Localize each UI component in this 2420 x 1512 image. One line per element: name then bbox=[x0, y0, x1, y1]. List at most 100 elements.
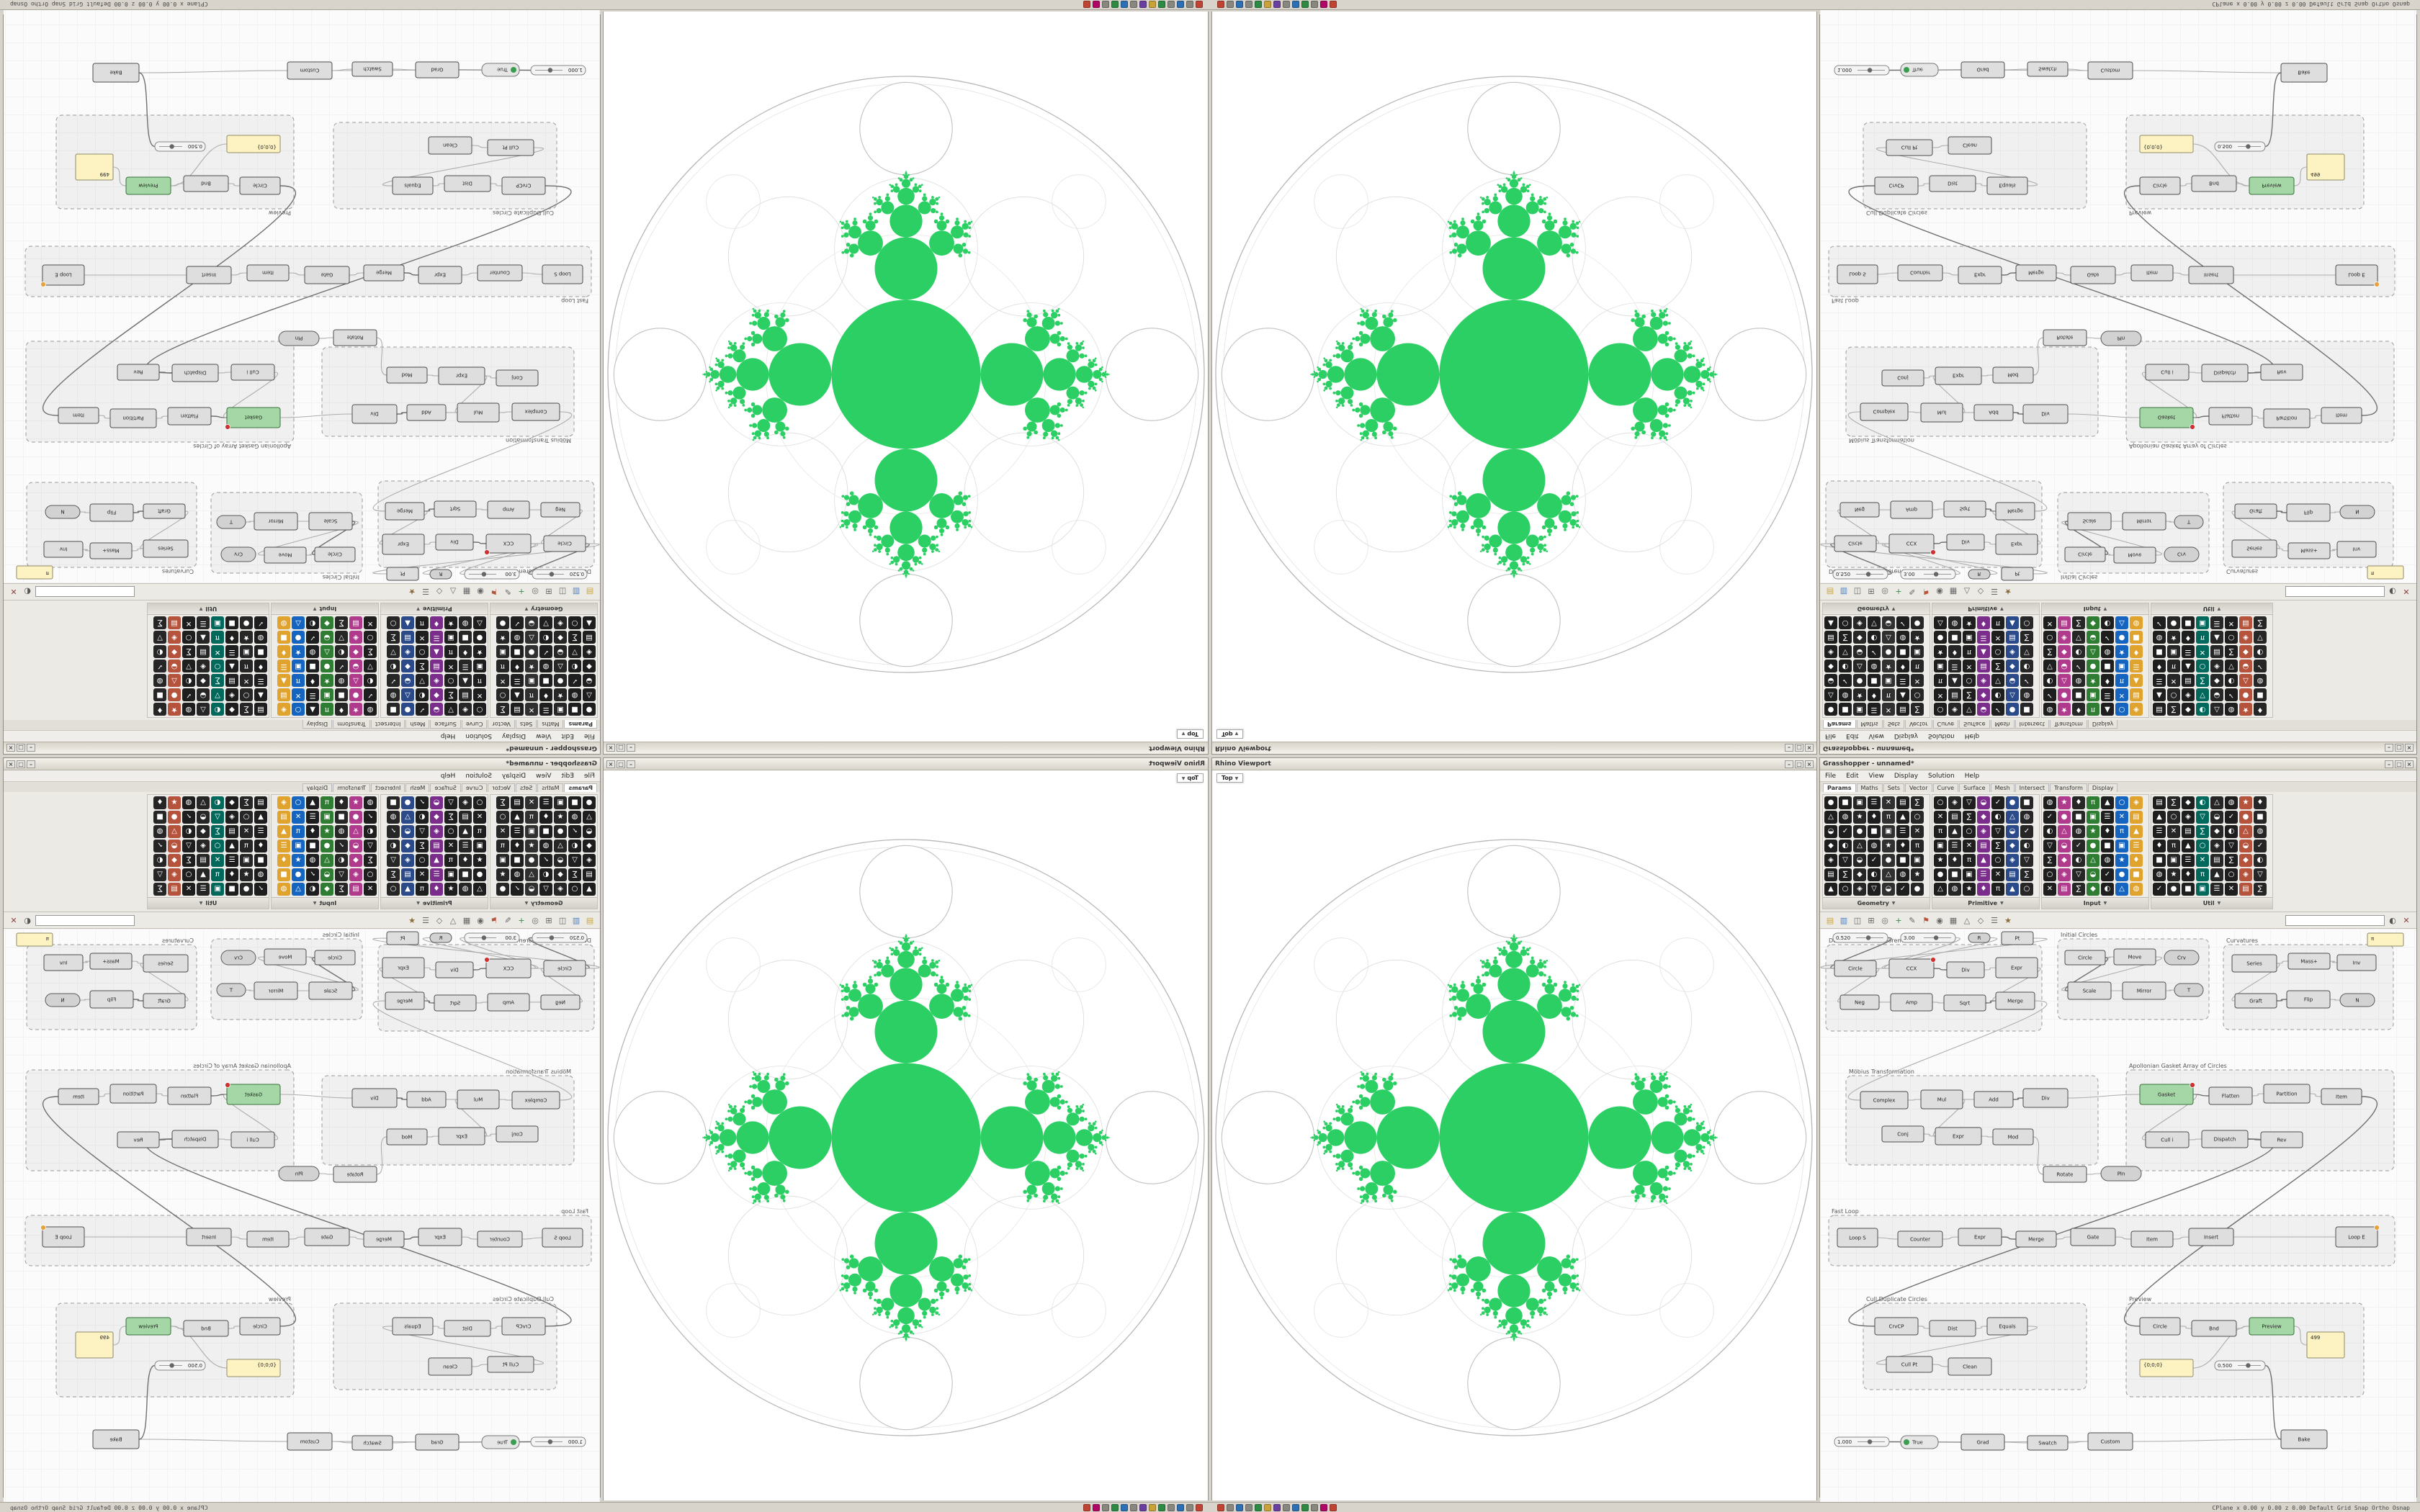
toolbar-icon-4[interactable]: ◎ bbox=[1881, 587, 1888, 597]
component-icon[interactable]: ★ bbox=[1882, 660, 1895, 672]
component-icon[interactable]: ✕ bbox=[364, 883, 377, 896]
component-icon[interactable]: ○ bbox=[2225, 631, 2238, 644]
chevron-down-icon[interactable]: ▼ bbox=[2103, 606, 2107, 611]
component-icon[interactable]: ▽ bbox=[335, 631, 348, 644]
component-icon[interactable]: ▲ bbox=[2101, 796, 2114, 809]
gh-component-slider[interactable]: 0.500 bbox=[154, 1360, 206, 1371]
gh-component-slider[interactable]: 1.000 bbox=[1834, 1436, 1890, 1447]
component-icon[interactable]: ♦ bbox=[1868, 811, 1881, 824]
component-icon[interactable]: ◒ bbox=[430, 703, 443, 716]
tab-curve[interactable]: Curve bbox=[461, 783, 488, 792]
gh-component-comp[interactable]: Dispatch bbox=[171, 1130, 219, 1148]
slider-knob[interactable] bbox=[1867, 1439, 1873, 1444]
component-icon[interactable]: ☰ bbox=[254, 674, 267, 687]
component-icon[interactable]: ☰ bbox=[430, 868, 443, 881]
gh-component-slider[interactable]: 3.00 bbox=[464, 569, 520, 580]
gh-component-comp[interactable]: Flatten bbox=[2208, 407, 2253, 426]
component-icon[interactable]: ○ bbox=[211, 660, 224, 672]
component-icon[interactable]: ○ bbox=[387, 883, 400, 896]
component-icon[interactable]: ◆ bbox=[554, 868, 567, 881]
component-icon[interactable]: π bbox=[444, 854, 457, 867]
component-icon[interactable]: ◒ bbox=[525, 883, 538, 896]
component-icon[interactable]: ✓ bbox=[1839, 674, 1852, 687]
component-icon[interactable]: ✕ bbox=[364, 616, 377, 629]
gh-component-comp[interactable]: Sqrt bbox=[434, 994, 477, 1012]
component-icon[interactable]: ◈ bbox=[1977, 674, 1990, 687]
gh-component-param[interactable]: Crv bbox=[2164, 950, 2200, 966]
component-icon[interactable]: ■ bbox=[568, 703, 581, 716]
component-icon[interactable]: ▲ bbox=[197, 631, 210, 644]
gh-component-comp[interactable]: Mul bbox=[457, 402, 500, 423]
component-icon[interactable]: ♦ bbox=[2130, 854, 2143, 867]
component-icon[interactable]: ○ bbox=[2043, 868, 2056, 881]
component-icon[interactable]: ▲ bbox=[306, 703, 319, 716]
component-icon[interactable]: ♦ bbox=[1868, 688, 1881, 701]
gh-component-panel[interactable]: π bbox=[2367, 565, 2404, 580]
component-icon[interactable]: ★ bbox=[473, 645, 486, 658]
gh-component-slider[interactable]: 0.500 bbox=[2214, 141, 2266, 152]
menu-item-solution[interactable]: Solution bbox=[1928, 772, 1955, 780]
statusbar-pane-icon[interactable] bbox=[1158, 1504, 1165, 1511]
component-icon[interactable]: ◈ bbox=[1853, 616, 1866, 629]
statusbar-pane-icon[interactable] bbox=[1083, 1504, 1090, 1511]
component-icon[interactable]: ○ bbox=[1963, 825, 1976, 838]
component-icon[interactable]: ◆ bbox=[2210, 674, 2223, 687]
gh-component-comp[interactable]: Dispatch bbox=[171, 364, 219, 382]
component-icon[interactable]: ◒ bbox=[1824, 825, 1837, 838]
gh-component-comp[interactable]: Mass+ bbox=[89, 542, 133, 559]
minimize-icon[interactable]: – bbox=[2385, 744, 2393, 752]
component-icon[interactable]: ▣ bbox=[211, 616, 224, 629]
component-icon[interactable]: ✕ bbox=[292, 688, 305, 701]
component-icon[interactable]: △ bbox=[197, 796, 210, 809]
gh-component-slider[interactable]: 0.500 bbox=[2214, 1360, 2266, 1371]
gh-component-comp[interactable]: Item bbox=[58, 407, 99, 424]
component-icon[interactable]: ▲ bbox=[1977, 645, 1990, 658]
component-icon[interactable]: ◐ bbox=[2196, 703, 2209, 716]
component-icon[interactable]: ♦ bbox=[1977, 616, 1990, 629]
component-icon[interactable]: ▤ bbox=[1824, 868, 1837, 881]
toggle-dot[interactable] bbox=[1904, 1439, 1909, 1445]
component-icon[interactable]: ◆ bbox=[2058, 854, 2071, 867]
component-icon[interactable]: ■ bbox=[277, 631, 290, 644]
gh-component-comp[interactable]: Amp bbox=[1890, 500, 1933, 519]
gh-component-slider[interactable]: 0.520 bbox=[532, 569, 588, 580]
component-icon[interactable]: ▲ bbox=[2182, 840, 2195, 852]
statusbar-pane-icon[interactable] bbox=[1083, 1, 1090, 8]
gh-component-comp[interactable]: Mirror bbox=[254, 512, 298, 531]
gh-component-comp[interactable]: Equals bbox=[1986, 176, 2028, 195]
tab-display[interactable]: Display bbox=[2087, 720, 2118, 729]
component-icon[interactable]: ◐ bbox=[2101, 883, 2114, 896]
component-icon[interactable]: ▲ bbox=[254, 688, 267, 701]
component-icon[interactable]: ∑ bbox=[1991, 840, 2004, 852]
minimize-icon[interactable]: – bbox=[627, 760, 635, 768]
component-icon[interactable]: ▤ bbox=[2239, 883, 2252, 896]
slider-knob[interactable] bbox=[1865, 935, 1871, 940]
component-icon[interactable]: ▤ bbox=[430, 660, 443, 672]
component-icon[interactable]: ✕ bbox=[2115, 688, 2128, 701]
component-icon[interactable]: ▤ bbox=[168, 616, 181, 629]
component-icon[interactable]: ○ bbox=[2043, 631, 2056, 644]
component-icon[interactable]: ✓ bbox=[2254, 840, 2267, 852]
component-icon[interactable]: ○ bbox=[240, 811, 253, 824]
component-icon[interactable]: ▣ bbox=[554, 796, 567, 809]
component-icon[interactable]: ■ bbox=[2072, 811, 2085, 824]
chevron-down-icon[interactable]: ▼ bbox=[2217, 606, 2221, 611]
component-icon[interactable]: △ bbox=[292, 883, 305, 896]
component-icon[interactable]: ✓ bbox=[335, 840, 348, 852]
component-icon[interactable]: ✓ bbox=[416, 703, 429, 716]
component-icon[interactable]: ✓ bbox=[539, 645, 552, 658]
component-icon[interactable]: ◐ bbox=[2225, 674, 2238, 687]
component-icon[interactable]: ✓ bbox=[416, 796, 429, 809]
component-icon[interactable]: ◆ bbox=[2239, 645, 2252, 658]
component-icon[interactable]: ☰ bbox=[225, 854, 238, 867]
gh-component-panel[interactable]: 499 bbox=[75, 1331, 114, 1359]
component-icon[interactable]: ◈ bbox=[583, 854, 596, 867]
component-icon[interactable]: ◆ bbox=[321, 883, 333, 896]
gh-component-comp[interactable]: Dispatch bbox=[2201, 364, 2249, 382]
component-icon[interactable]: ★ bbox=[240, 868, 253, 881]
component-icon[interactable]: ○ bbox=[444, 825, 457, 838]
grasshopper-titlebar[interactable]: Grasshopper - unnamed* – □ × bbox=[4, 758, 600, 770]
component-icon[interactable]: ★ bbox=[1963, 616, 1976, 629]
statusbar-pane-icon[interactable] bbox=[1111, 1504, 1119, 1511]
component-icon[interactable]: π bbox=[1991, 616, 2004, 629]
